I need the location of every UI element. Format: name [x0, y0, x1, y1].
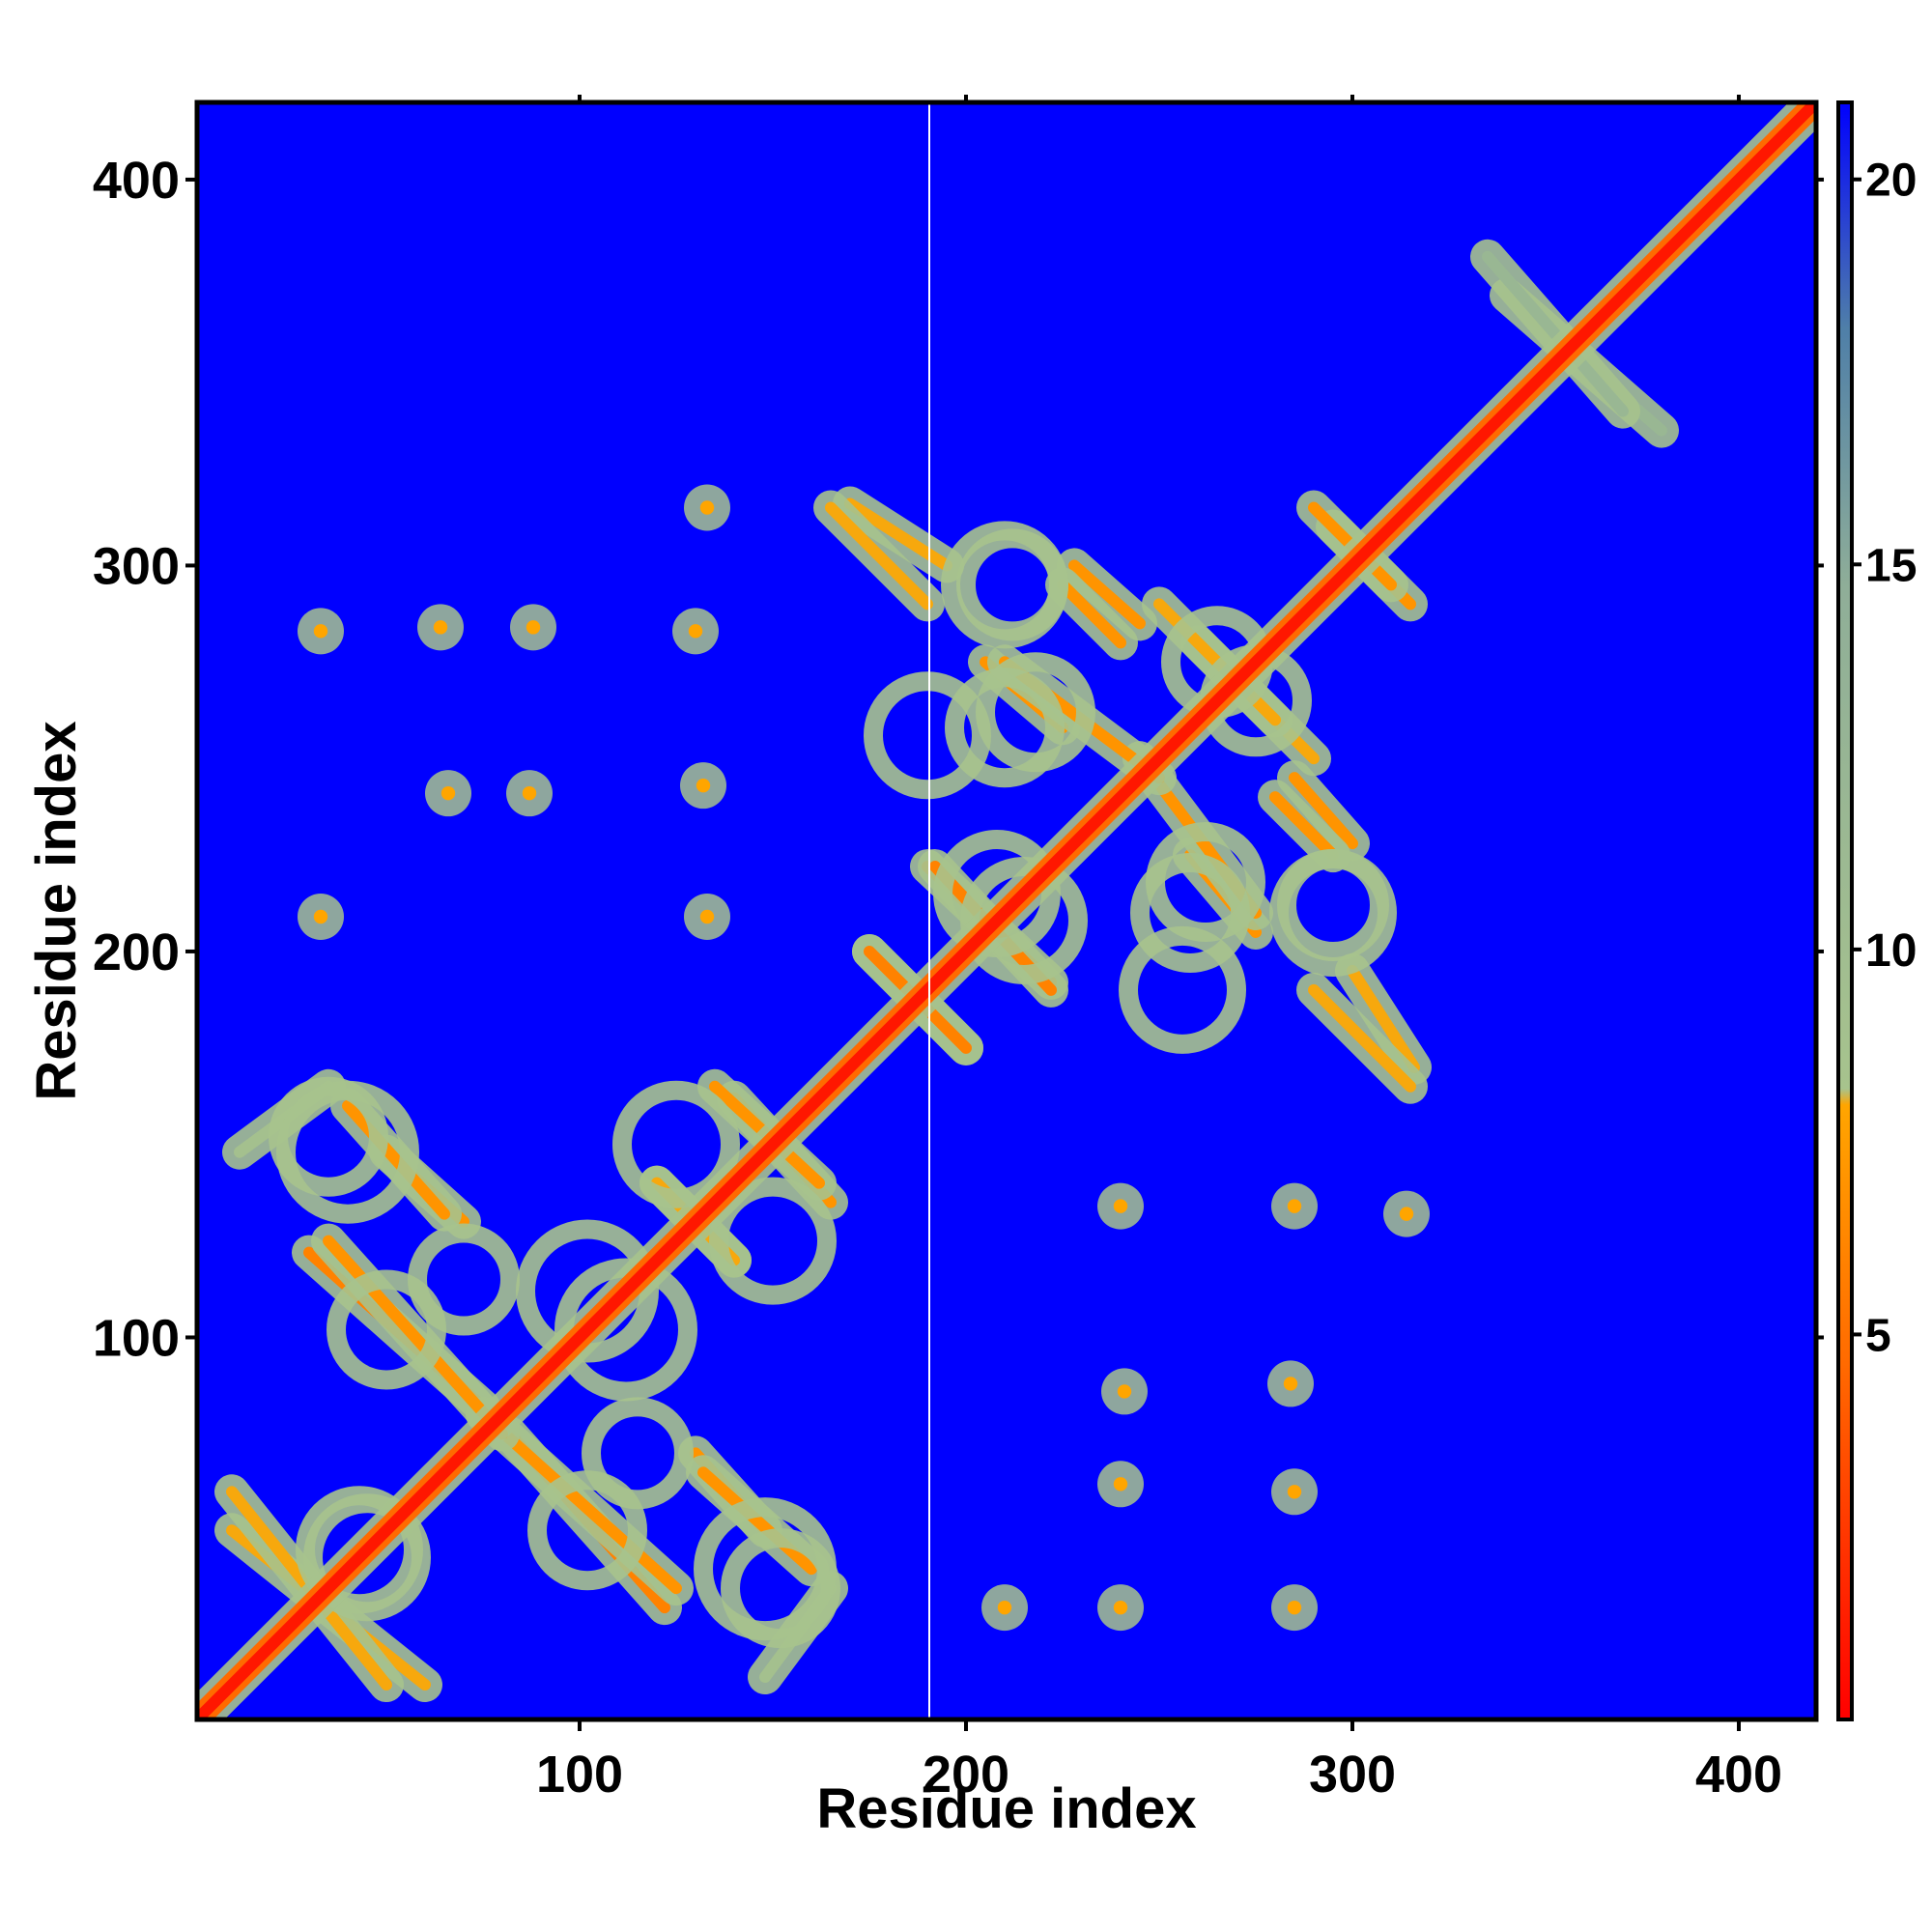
y-axis-title: Residue index [25, 721, 88, 1100]
contact-ring [709, 1177, 837, 1305]
contact-ring [694, 1497, 837, 1641]
contact-band [1482, 250, 1629, 417]
contact-spot-core [433, 620, 448, 635]
contact-ring [612, 1080, 740, 1208]
contact-spot-core [688, 624, 703, 639]
contact-spot-core [1113, 1600, 1128, 1615]
contact-ring [1277, 849, 1389, 962]
contact-spot-core [313, 624, 328, 639]
contact-band [1308, 983, 1416, 1093]
contact-ring [303, 1493, 431, 1622]
contact-ring [527, 1470, 647, 1591]
contact-ring [956, 528, 1068, 641]
colorbar-tick-label: 10 [1865, 925, 1917, 977]
contact-spot-core [1287, 1199, 1302, 1213]
x-axis-title: Residue index [816, 1777, 1196, 1840]
contact-spot-core [997, 1600, 1012, 1615]
contact-band [844, 497, 952, 572]
contact-band [1289, 772, 1358, 850]
contact-spot-core [1399, 1207, 1414, 1221]
diagonal-core [197, 102, 1816, 1719]
contact-spot-core [1287, 1600, 1302, 1615]
y-tick-label: 100 [93, 1309, 180, 1367]
contact-spot-core [522, 785, 537, 801]
y-tick-label: 300 [93, 537, 180, 595]
contact-ring [276, 1080, 419, 1224]
contact-band [342, 1099, 450, 1220]
contact-spot-core [1283, 1377, 1298, 1391]
colorbar-tick-label: 5 [1865, 1310, 1891, 1361]
contact-band [1068, 559, 1146, 630]
contact-spot-core [699, 909, 715, 924]
contact-band [323, 1235, 508, 1440]
contact-ring [327, 1269, 446, 1390]
colorbar [1836, 100, 1854, 1721]
contact-band [1057, 579, 1126, 649]
contact-spot-core [699, 500, 715, 515]
x-tick-label: 300 [1309, 1746, 1396, 1804]
plot-frame [194, 99, 1819, 1722]
contact-band [697, 1466, 817, 1576]
colorbar-tick-label: 15 [1865, 540, 1917, 591]
y-tick-label: 400 [93, 152, 180, 210]
contact-spot-core [440, 785, 456, 801]
colorbar-tick-label: 20 [1865, 156, 1917, 207]
y-tick-label: 200 [93, 923, 180, 981]
contact-ring [864, 671, 991, 800]
y-axis: 100 200 300 400 [93, 152, 1824, 1367]
contact-spot-core [696, 778, 711, 793]
contact-spot-core [1117, 1384, 1132, 1399]
contact-band [1269, 791, 1339, 862]
contact-ring [1119, 925, 1246, 1054]
x-tick-label: 100 [536, 1746, 623, 1804]
contact-spot-core [526, 620, 541, 635]
contact-band [825, 501, 933, 611]
contact-spot-core [1113, 1477, 1128, 1492]
heatmap-cells [197, 102, 1816, 1719]
contact-spot-core [1287, 1485, 1302, 1499]
x-tick-label: 200 [923, 1746, 1009, 1804]
colorbar-ticks: 5 10 15 20 [1852, 156, 1917, 1361]
x-tick-label: 400 [1695, 1746, 1782, 1804]
contact-band [1347, 964, 1420, 1073]
x-axis: 100 200 300 400 [536, 95, 1782, 1804]
contact-spot-core [313, 909, 328, 924]
contact-spot-core [1113, 1199, 1128, 1213]
